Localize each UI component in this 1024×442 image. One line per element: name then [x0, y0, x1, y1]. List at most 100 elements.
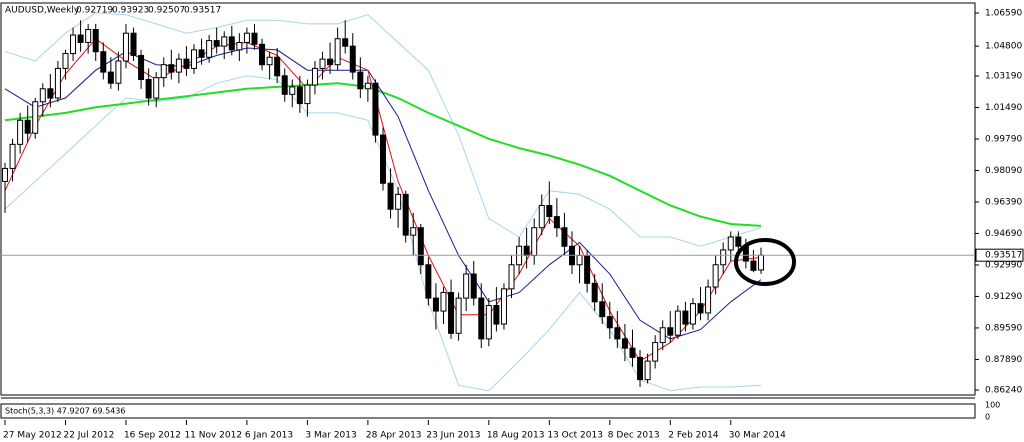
candle-body — [47, 88, 54, 99]
candle-body — [576, 255, 583, 266]
candle-body — [720, 249, 727, 266]
low-value: 0.92507 — [148, 6, 185, 16]
candle-body — [183, 58, 190, 69]
candle-body — [266, 56, 273, 66]
candle-body — [402, 193, 409, 236]
candle-body — [553, 216, 560, 229]
x-tick-label: 6 Jan 2013 — [245, 431, 293, 441]
candle-body — [327, 58, 334, 66]
candle-body — [417, 227, 424, 266]
candle-body — [100, 51, 107, 73]
x-tick-label: 23 Jun 2013 — [426, 431, 480, 441]
candle-body — [591, 282, 598, 303]
candle-body — [122, 32, 129, 62]
candle-body — [334, 38, 341, 66]
candle-body — [659, 327, 666, 344]
open-value: 0.92719 — [76, 6, 113, 16]
candle-body — [243, 32, 250, 43]
y-tick-label: 0.99790 — [985, 134, 1022, 144]
x-tick-label: 2 Feb 2014 — [668, 431, 719, 441]
x-tick-label: 27 May 2012 — [3, 431, 62, 441]
candle-body — [289, 86, 296, 95]
candle-body — [259, 43, 266, 66]
x-tick-label: 30 Mar 2014 — [729, 431, 786, 441]
y-tick-label: 1.01490 — [985, 103, 1022, 113]
candle-body — [85, 28, 92, 43]
candle-body — [372, 82, 379, 136]
candle-body — [24, 119, 31, 134]
indicator-line — [4, 82, 762, 227]
candle-body — [735, 236, 742, 247]
candle-body — [70, 34, 77, 55]
y-tick-label: 0.96390 — [985, 197, 1022, 207]
chart-title: AUDUSD,Weekly — [5, 6, 80, 16]
x-tick-label: 16 Sep 2012 — [124, 431, 181, 441]
candle-body — [485, 305, 492, 340]
candle-body — [523, 245, 530, 257]
y-tick-label: 0.86240 — [985, 385, 1022, 395]
candle-body — [138, 54, 145, 81]
price-label-box — [975, 248, 1024, 262]
candle-body — [614, 327, 621, 340]
candle-body — [546, 204, 553, 218]
indicator-line — [4, 12, 762, 247]
candle-body — [296, 86, 303, 105]
candle-body — [508, 264, 515, 290]
indicator-tick-label: 100 — [985, 401, 1000, 410]
candle-body — [689, 303, 696, 325]
candle-body — [107, 71, 114, 84]
candle-body — [160, 64, 167, 79]
candle-body — [175, 58, 182, 73]
candle-body — [538, 204, 545, 229]
candle-body — [500, 288, 507, 325]
candle-body — [342, 38, 349, 47]
candle-body — [357, 71, 364, 90]
x-tick-label: 8 Dec 2013 — [608, 431, 660, 441]
indicator-label: Stoch(5,3,3) 47.9207 69.5436 — [5, 407, 125, 416]
candle-body — [221, 36, 228, 47]
candle-body — [32, 101, 39, 134]
candle-body — [727, 236, 734, 251]
candle-body — [478, 297, 485, 340]
candle-body — [191, 49, 197, 69]
candle-body — [440, 292, 447, 312]
y-tick-label: 0.87890 — [985, 355, 1022, 365]
candle-body — [448, 292, 455, 334]
candle-body — [652, 342, 659, 362]
candle-body — [463, 273, 470, 299]
candle-body — [380, 134, 386, 184]
candle-body — [470, 273, 477, 299]
candle-body — [206, 40, 213, 58]
candle-body — [311, 67, 318, 86]
y-tick-label: 0.92990 — [985, 260, 1022, 270]
candle-body — [17, 119, 24, 145]
candle-body — [599, 301, 606, 318]
candle-body — [387, 182, 394, 210]
y-tick-label: 0.98090 — [985, 166, 1022, 176]
y-tick-label: 0.94690 — [985, 229, 1022, 239]
x-tick-label: 3 Mar 2013 — [305, 431, 356, 441]
indicator-panel — [0, 403, 976, 419]
candle-body — [493, 305, 500, 325]
indicator-tick-label: 0 — [985, 413, 990, 422]
candle-body — [251, 32, 258, 45]
x-tick-label: 22 Jul 2012 — [63, 431, 114, 441]
x-tick-label: 28 Apr 2013 — [366, 431, 422, 441]
candle-body — [228, 36, 235, 51]
candle-body — [153, 77, 160, 99]
x-tick-label: 13 Oct 2013 — [547, 431, 603, 441]
candle-body — [705, 286, 712, 314]
price-label: 0.93517 — [985, 251, 1022, 261]
candle-body — [621, 338, 628, 349]
candle-body — [349, 45, 356, 73]
candle-body — [364, 82, 371, 90]
candle-body — [39, 88, 46, 103]
candle-body — [54, 67, 61, 99]
candle-body — [145, 79, 152, 99]
candle-body — [712, 264, 719, 288]
candle-body — [2, 167, 8, 182]
high-value: 0.93923 — [112, 6, 149, 16]
candle-body — [561, 227, 568, 247]
candle-body — [584, 255, 591, 284]
